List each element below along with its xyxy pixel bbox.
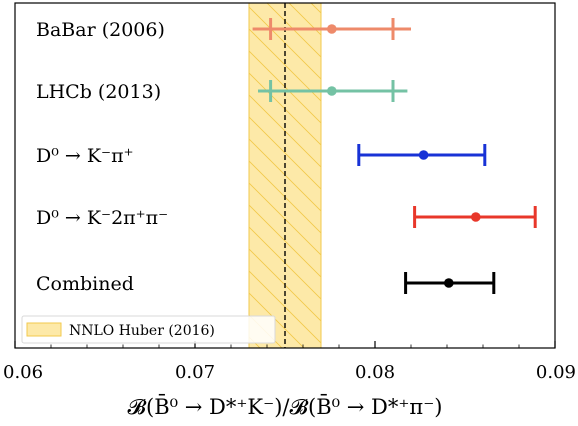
measurement-row [413,206,537,228]
legend-swatch [26,322,62,337]
legend: NNLO Huber (2016) [21,315,276,344]
data-point [327,86,337,96]
x-axis: 0.06 0.07 0.08 0.09 [3,341,576,383]
measurement-row [252,18,411,40]
x-tick-label: 0.09 [536,362,576,383]
measurement-row [404,272,496,294]
measurement-label: BaBar (2006) [36,19,165,41]
measurement-label: D⁰ → K⁻π⁺ [36,145,134,167]
measurement-row [357,144,487,166]
measurement-label: LHCb (2013) [36,81,161,103]
data-point [444,278,454,288]
prediction-band [248,3,322,348]
x-tick-label: 0.08 [355,362,395,383]
data-point [471,212,481,222]
data-point [327,24,337,34]
legend-label: NNLO Huber (2016) [69,323,215,339]
measurement-row [258,80,408,102]
measurements [252,18,537,294]
plot-frame [14,2,556,349]
x-tick-label: 0.06 [3,362,43,383]
data-point [418,150,429,160]
measurement-labels: BaBar (2006) LHCb (2013) D⁰ → K⁻π⁺ D⁰ → K⁻2… [36,19,168,295]
measurement-label: D⁰ → K⁻2π⁺π⁻ [36,207,168,229]
legend-box [21,315,276,344]
x-tick-label: 0.07 [175,362,215,383]
x-axis-label: 𝓑(B̄⁰ → D*⁺K⁻)/𝓑(B̄⁰ → D*⁺π⁻) [128,394,443,419]
measurement-label: Combined [36,273,134,295]
